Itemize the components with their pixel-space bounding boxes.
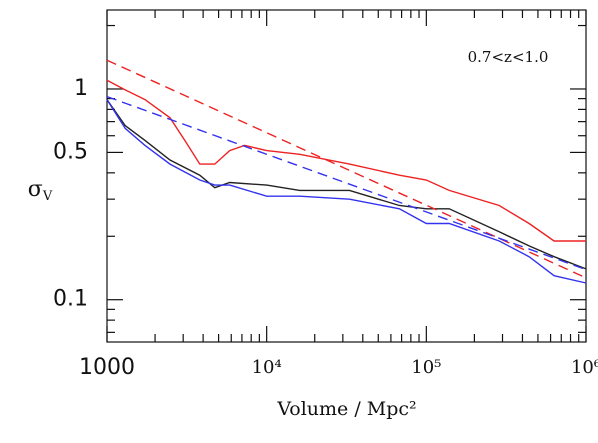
y-axis-label: σV [28,177,53,204]
x-tick-label: 10⁴ [252,357,282,378]
y-tick-label: 0.5 [53,139,88,164]
plot-frame [106,9,587,343]
series-line [106,79,586,242]
y-tick-label: 0.1 [53,287,88,312]
series-line [106,99,587,270]
x-axis-label: Volume / Mpc² [276,398,416,420]
x-tick-label: 10⁶ [571,357,598,378]
series-line [106,95,587,271]
x-tick-label: 10⁵ [411,357,441,378]
series-line [106,99,587,284]
annotation: 0.7<z<1.0 [468,48,549,66]
y-label-main: σ [28,177,43,202]
y-tick-label: 1 [74,76,88,101]
x-tick-label: 1000 [79,355,135,380]
series-line [106,59,587,279]
y-label-sub: V [42,189,53,204]
